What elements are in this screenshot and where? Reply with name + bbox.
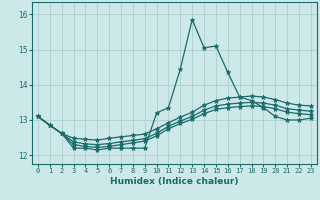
X-axis label: Humidex (Indice chaleur): Humidex (Indice chaleur) [110, 177, 239, 186]
